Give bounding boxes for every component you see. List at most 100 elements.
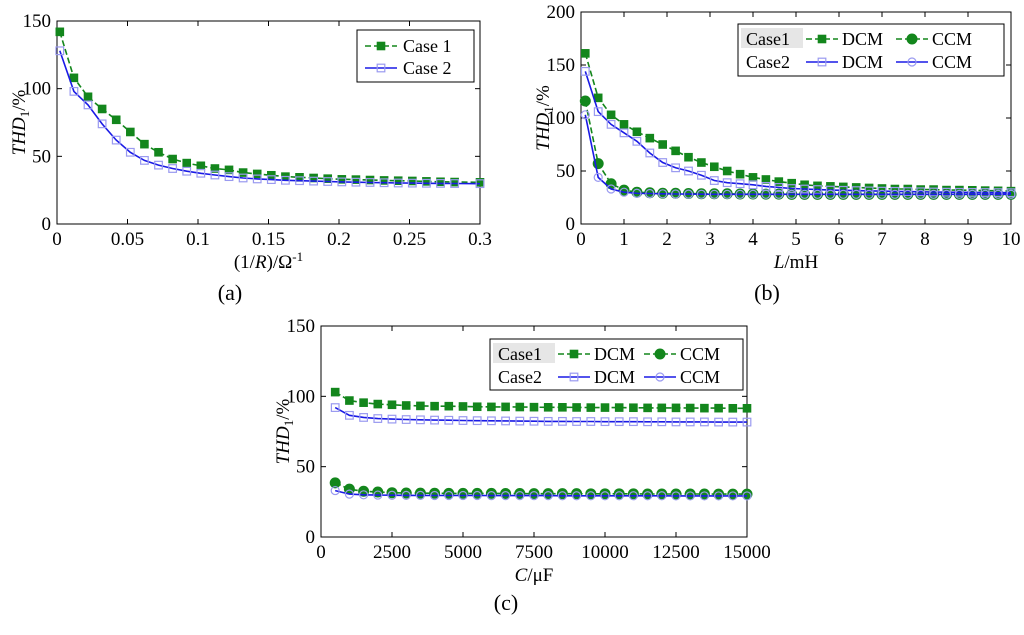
x-tick-label: 6 (834, 229, 844, 250)
legend-label: Case 1 (403, 36, 452, 56)
data-point (444, 415, 454, 425)
data-point (699, 417, 709, 427)
data-point (168, 164, 178, 173)
legend-box (356, 29, 475, 83)
x-tick-label: 2500 (373, 542, 411, 563)
data-point (475, 179, 485, 189)
data-point (864, 189, 874, 199)
data-point (735, 169, 745, 179)
data-point (735, 179, 745, 189)
y-tick-label: 100 (23, 79, 52, 100)
data-point (373, 414, 383, 423)
data-point (430, 490, 440, 501)
data-point (379, 178, 389, 188)
data-point (430, 415, 439, 425)
y-label-main: THD (9, 117, 30, 155)
data-point (387, 414, 397, 424)
data-point (182, 166, 192, 176)
data-point (787, 178, 797, 188)
x-tick-label: 0.05 (111, 229, 144, 250)
legend-dcm-label: DCM (842, 52, 883, 72)
data-point (572, 417, 581, 426)
data-point (657, 491, 667, 501)
legend-marker (906, 33, 918, 45)
y-axis-label: THD1/% (273, 399, 296, 465)
data-point (813, 185, 822, 194)
legend-dcm-label: DCM (594, 367, 635, 387)
data-point (606, 119, 616, 129)
y-label-unit: /% (533, 85, 554, 106)
x-tick-label: 0.15 (252, 229, 285, 250)
legend-marker (655, 372, 665, 382)
data-point (210, 170, 220, 180)
data-point (97, 104, 107, 114)
x-tick-label: 10 (1002, 229, 1021, 250)
data-point (728, 417, 738, 427)
data-point (83, 92, 93, 102)
data-point (580, 66, 590, 76)
data-point (593, 172, 603, 182)
legend-marker (376, 41, 386, 51)
x-label-unit: /μF (527, 565, 553, 586)
data-point (606, 184, 616, 194)
series-case2-dcm (580, 66, 1016, 198)
data-point (140, 139, 149, 149)
data-point (903, 187, 913, 196)
data-point (323, 177, 333, 186)
data-point (351, 177, 361, 187)
data-point (645, 133, 655, 143)
data-point (401, 415, 411, 424)
y-tick-label: 150 (547, 55, 576, 76)
data-point (393, 178, 403, 188)
data-point (295, 176, 304, 186)
x-tick-label: 0 (576, 229, 586, 250)
data-point (586, 417, 596, 426)
data-point (619, 187, 629, 197)
data-point (359, 413, 368, 422)
data-point (643, 403, 652, 413)
data-point (600, 403, 610, 412)
legend-case-label: Case1 (498, 344, 542, 364)
series-case2-ccm (580, 110, 1016, 199)
series-case2-dcm (330, 403, 752, 427)
data-point (126, 127, 135, 137)
data-point (671, 403, 681, 413)
data-point (458, 402, 468, 411)
data-point (416, 415, 425, 425)
y-tick-label: 200 (547, 2, 576, 23)
data-point (558, 403, 567, 412)
data-point (614, 417, 624, 427)
x-tick-label: 0 (52, 229, 62, 250)
data-point (529, 491, 539, 501)
data-point (330, 403, 340, 412)
data-point (890, 186, 900, 196)
data-point (722, 178, 732, 188)
legend-case-highlight (493, 343, 555, 363)
data-point (154, 147, 163, 157)
x-tick-label: 0.1 (186, 229, 210, 250)
data-point (877, 189, 887, 199)
data-point (365, 178, 375, 187)
data-point (658, 140, 668, 149)
data-point (486, 491, 496, 501)
data-point (430, 401, 439, 411)
legend-ccm-label: CCM (680, 367, 720, 387)
data-point (713, 491, 724, 501)
data-point (330, 485, 340, 496)
x-tick-label: 8 (920, 229, 930, 250)
data-point (629, 403, 638, 413)
series-case1-dcm (330, 387, 752, 413)
series-case2-ccm (330, 485, 752, 501)
x-tick-label: 2 (662, 229, 672, 250)
data-point (600, 417, 610, 427)
data-point (224, 165, 234, 175)
data-point (373, 490, 383, 500)
data-point (632, 127, 642, 137)
y-label-unit: /% (273, 399, 294, 420)
data-point (182, 158, 192, 168)
x-label-symbol: L (773, 252, 785, 273)
data-point (614, 491, 624, 501)
data-point (748, 173, 758, 182)
